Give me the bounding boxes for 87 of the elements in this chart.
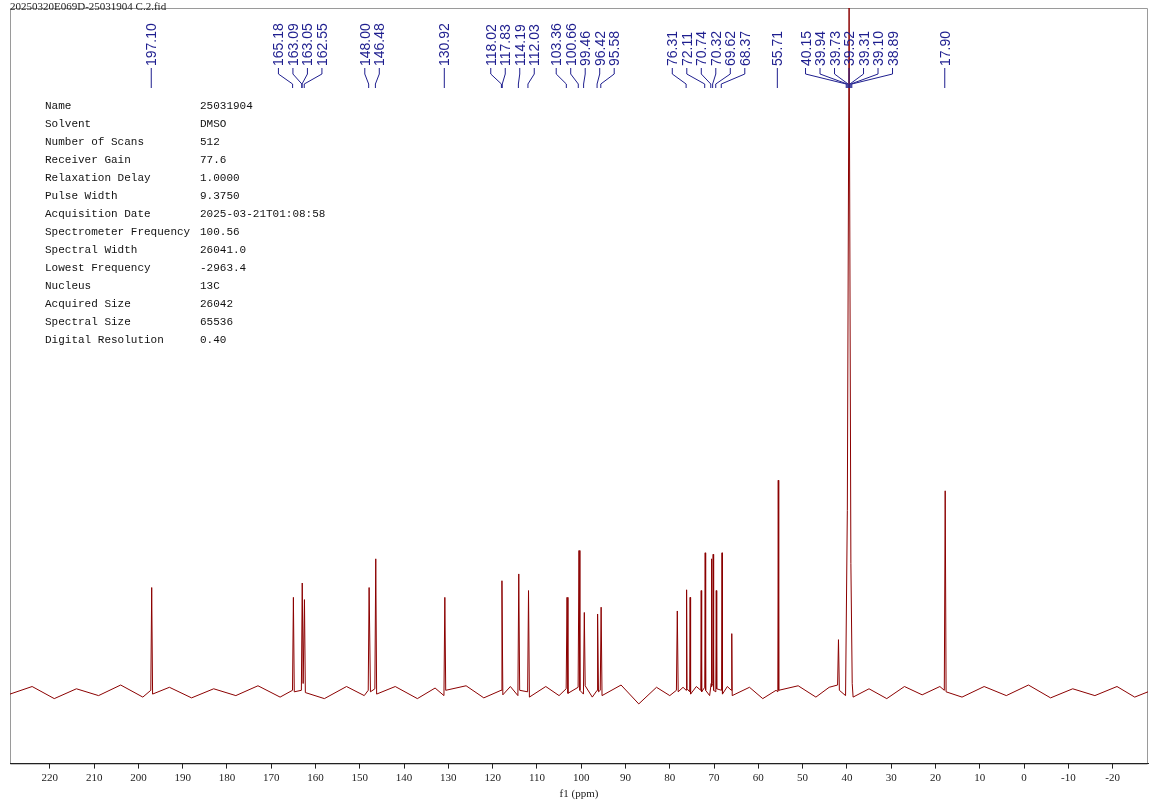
annotation: 39.31 (855, 30, 872, 66)
annotation: Digital Resolution (45, 333, 164, 346)
x-tick-label: 30 (885, 771, 898, 784)
annotation: 117.83 (497, 24, 514, 66)
x-tick-label: 210 (85, 771, 103, 784)
annotation: 162.55 (313, 22, 330, 66)
annotation: 72.11 (678, 31, 695, 66)
annotation: 77.6 (200, 153, 227, 166)
annotation: 26041.0 (200, 243, 247, 256)
x-tick-label: 190 (174, 771, 192, 784)
x-tick-label: 110 (528, 771, 546, 784)
x-tick-label: 70 (708, 771, 721, 784)
x-tick-label: 130 (440, 771, 458, 784)
x-tick-label: 50 (797, 771, 809, 784)
chart-title: 20250320E069D-25031904 C.2.fid (10, 0, 167, 13)
annotation: 118.02 (482, 24, 499, 66)
annotation: 130.92 (436, 22, 453, 66)
annotation: 55.71 (769, 30, 786, 66)
annotation: Receiver Gain (45, 153, 131, 166)
annotation: 197.10 (143, 22, 160, 66)
annotation: 39.52 (841, 30, 858, 66)
annotation: 69.62 (722, 30, 739, 66)
annotation: 163.09 (284, 22, 301, 66)
annotation: 512 (200, 135, 220, 148)
x-tick-label: 80 (664, 771, 676, 784)
annotation: 76.31 (664, 30, 681, 66)
annotation: Spectral Width (45, 243, 138, 256)
annotation: DMSO (200, 117, 227, 130)
annotation: 165.18 (270, 22, 287, 66)
x-tick-label: 120 (484, 771, 502, 784)
annotation: Nucleus (45, 279, 92, 292)
annotation: 26042 (200, 297, 234, 310)
annotation: Name (45, 99, 72, 112)
annotation: 17.90 (936, 30, 953, 66)
annotation: Acquisition Date (45, 207, 151, 220)
x-tick-label: 200 (130, 771, 148, 784)
annotation: 38.89 (884, 30, 901, 66)
annotation: 99.46 (577, 30, 594, 66)
x-tick-label: 220 (41, 771, 59, 784)
annotation: 146.48 (371, 22, 388, 66)
annotation: 148.00 (356, 22, 373, 66)
x-tick-label: 100 (572, 771, 590, 784)
annotation: 9.3750 (200, 189, 240, 202)
annotation: 96.42 (591, 30, 608, 66)
annotation: 65536 (200, 315, 234, 328)
x-tick-label: 0 (1021, 771, 1028, 784)
annotation: -2963.4 (200, 261, 247, 274)
annotation: Spectral Size (45, 315, 131, 328)
x-tick-label: 20 (929, 771, 942, 784)
annotation: 103.36 (548, 22, 565, 66)
annotation: Number of Scans (45, 135, 145, 148)
annotation: Pulse Width (45, 189, 118, 202)
x-tick-label: 170 (263, 771, 280, 784)
annotation: 95.58 (606, 30, 623, 66)
annotation: 39.10 (870, 30, 887, 66)
x-tick-label: 180 (218, 771, 236, 784)
annotation: Spectrometer Frequency (45, 225, 191, 238)
annotation: 100.56 (200, 225, 240, 238)
annotation: 2025-03-21T01:08:58 (200, 207, 326, 220)
x-tick-label: 10 (974, 771, 986, 784)
annotation: 39.73 (826, 30, 843, 66)
x-tick-label: 160 (307, 771, 325, 784)
x-tick-label: -10 (1060, 771, 1077, 784)
annotation: 40.15 (797, 30, 814, 66)
annotation: 68.37 (736, 30, 753, 66)
x-tick-label: 140 (395, 771, 413, 784)
annotation: 0.40 (200, 333, 227, 346)
annotation: 114.19 (511, 24, 528, 66)
x-tick-label: 90 (619, 771, 632, 784)
annotation: Lowest Frequency (45, 261, 152, 274)
x-tick-label: 150 (351, 771, 369, 784)
annotation: 13C (200, 279, 221, 292)
x-axis-title: f1 (ppm) (559, 787, 599, 801)
x-tick-label: 40 (841, 771, 853, 784)
x-tick-label: -20 (1105, 771, 1121, 784)
annotation: Solvent (45, 117, 92, 130)
annotation: 112.03 (526, 24, 543, 66)
annotation: 70.32 (707, 30, 724, 66)
annotation: 39.94 (812, 30, 829, 66)
annotation: 163.05 (299, 22, 316, 66)
x-tick-label: 60 (752, 771, 765, 784)
annotation: Relaxation Delay (45, 171, 152, 184)
annotation: 70.74 (693, 30, 710, 66)
annotation: Acquired Size (45, 297, 131, 310)
annotation: 100.66 (562, 22, 579, 66)
annotation: 1.0000 (200, 171, 240, 184)
annotation: 25031904 (200, 99, 254, 112)
